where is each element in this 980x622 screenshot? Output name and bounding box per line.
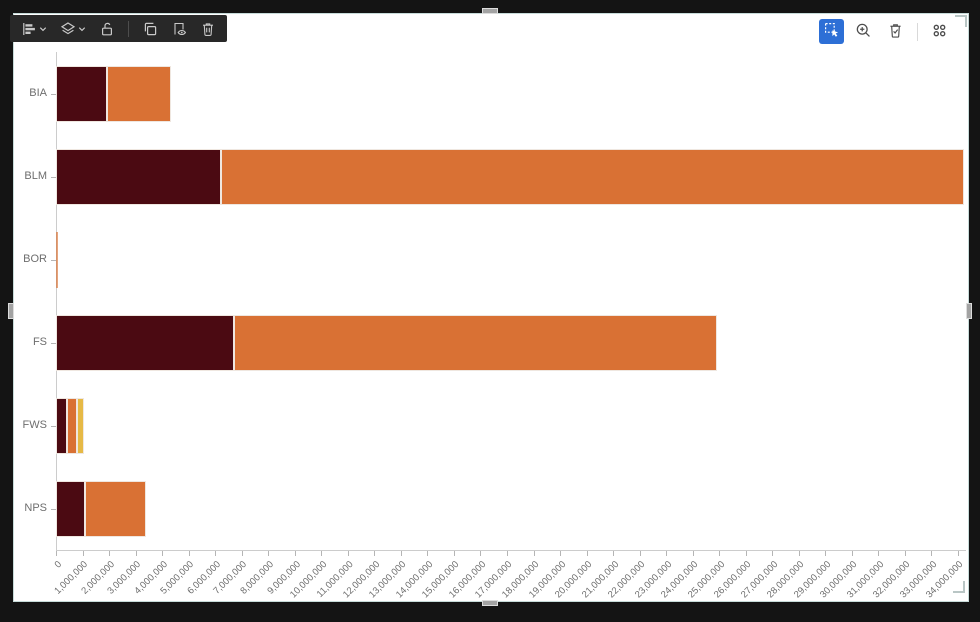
chevron-down-icon [39, 25, 47, 33]
resize-handle-right[interactable] [966, 303, 972, 319]
x-tickmark [427, 551, 429, 556]
x-tickmark [798, 551, 800, 556]
y-axis-line [56, 52, 57, 550]
magnifier-plus-icon [855, 22, 872, 42]
x-tickmark [321, 551, 323, 556]
delete-button[interactable] [198, 19, 218, 39]
x-tickmark [347, 551, 349, 556]
x-tickmark [400, 551, 402, 556]
x-tickmark [480, 551, 482, 556]
y-category-label: NPS [24, 501, 47, 514]
x-tickmark [958, 551, 960, 556]
y-category-label: FS [32, 335, 47, 348]
y-category-label: FWS [22, 418, 47, 431]
x-tickmark [294, 551, 296, 556]
y-tickmark [51, 342, 56, 344]
bar-segment[interactable] [234, 314, 718, 371]
x-tickmark [719, 551, 721, 556]
x-tickmark [56, 551, 57, 556]
resize-handle-top[interactable] [482, 8, 498, 14]
resize-handle-left[interactable] [8, 303, 14, 319]
x-axis-line [56, 550, 966, 551]
x-tickmark [109, 551, 111, 556]
x-tickmark [560, 551, 562, 556]
y-category-label: BOR [23, 252, 47, 265]
document-eye-icon [171, 21, 187, 37]
resize-corner-bottom-right[interactable] [953, 581, 965, 593]
x-tickmark [772, 551, 774, 556]
dots-grid-icon [931, 22, 948, 42]
x-tickmark [241, 551, 243, 556]
bar-segment[interactable] [56, 480, 85, 537]
preview-button[interactable] [169, 19, 189, 39]
bar-segment[interactable] [56, 148, 222, 205]
bar-segment[interactable] [56, 65, 107, 122]
clear-selection-button[interactable] [883, 19, 908, 44]
y-tickmark [51, 176, 56, 178]
x-tickmark [82, 551, 84, 556]
chart-widget-canvas[interactable]: 0 1,000,000 2,000,000 3,000,000 4,000,000 5,0… [13, 13, 969, 602]
layers-dropdown-button[interactable] [58, 19, 88, 39]
bar-segment[interactable] [221, 148, 965, 205]
x-tickmark [374, 551, 376, 556]
layers-icon [60, 21, 76, 37]
y-tickmark [51, 508, 56, 510]
resize-handle-bottom[interactable] [482, 600, 498, 606]
toolbar-separator [128, 20, 129, 37]
bar-segment[interactable] [56, 231, 58, 288]
options-grid-button[interactable] [927, 19, 952, 44]
chart-type-dropdown-button[interactable] [19, 19, 49, 39]
chevron-down-icon [78, 25, 86, 33]
unlock-icon [99, 21, 115, 37]
x-tickmark [745, 551, 747, 556]
copy-icon [142, 21, 158, 37]
toolbar-separator [917, 22, 918, 41]
bar-segment[interactable] [56, 314, 235, 371]
widget-toolbar [10, 15, 227, 42]
trash-icon [200, 21, 216, 37]
x-tickmark [188, 551, 190, 556]
x-tickmark [533, 551, 535, 556]
y-category-label: BLM [24, 169, 47, 182]
x-tickmark [639, 551, 641, 556]
bar-segment[interactable] [56, 397, 68, 454]
x-tickmark [931, 551, 933, 556]
trash-check-icon [887, 22, 904, 42]
x-tickmark [268, 551, 270, 556]
x-tickmark [162, 551, 164, 556]
bar-chart-icon [21, 21, 37, 37]
x-tickmark [586, 551, 588, 556]
x-tickmark [666, 551, 668, 556]
duplicate-button[interactable] [140, 19, 160, 39]
x-tickmark [135, 551, 137, 556]
x-tickmark [825, 551, 827, 556]
x-tickmark [904, 551, 906, 556]
bar-segment[interactable] [106, 65, 172, 122]
resize-corner-top-right[interactable] [955, 15, 967, 27]
bar-segment[interactable] [76, 397, 85, 454]
x-tickmark [692, 551, 694, 556]
stacked-bar-chart: 0 1,000,000 2,000,000 3,000,000 4,000,000 5,0… [14, 14, 968, 601]
x-tickmark [851, 551, 853, 556]
x-tickmark [453, 551, 455, 556]
x-tickmark [878, 551, 880, 556]
y-tickmark [51, 259, 56, 261]
x-tick-label: 0 [52, 559, 64, 571]
zoom-in-button[interactable] [851, 19, 876, 44]
x-tickmark [613, 551, 615, 556]
y-category-label: BIA [29, 86, 47, 99]
chart-tools-toolbar [819, 19, 952, 44]
y-tickmark [51, 425, 56, 427]
x-tickmark [507, 551, 508, 556]
select-marquee-icon [824, 22, 840, 41]
y-tickmark [51, 93, 56, 95]
unlock-button[interactable] [97, 19, 117, 39]
bar-segment[interactable] [67, 397, 77, 454]
bar-segment[interactable] [84, 480, 146, 537]
select-tool-button[interactable] [819, 19, 844, 44]
x-tickmark [215, 551, 217, 556]
